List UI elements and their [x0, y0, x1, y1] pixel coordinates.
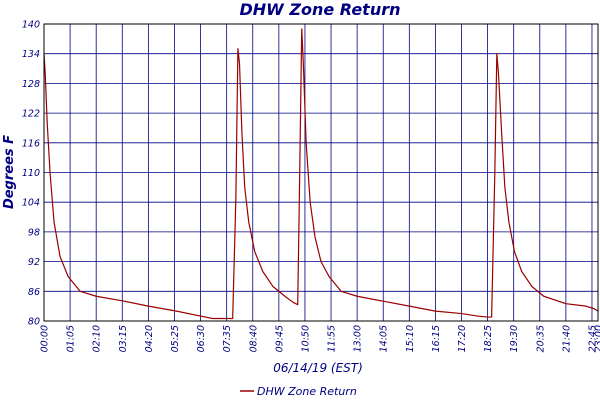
y-tick-label: 80	[28, 317, 40, 328]
x-tick-label: 07:35	[222, 325, 233, 352]
y-tick-label: 134	[22, 49, 40, 60]
x-tick-label: 05:25	[170, 325, 181, 352]
chart-title: DHW Zone Return	[240, 0, 401, 19]
y-tick-label: 116	[22, 138, 40, 149]
x-tick-label: 10:50	[300, 325, 311, 352]
x-tick-label: 15:10	[405, 325, 416, 352]
y-tick-label: 140	[22, 20, 40, 31]
x-tick-label: 04:20	[144, 325, 155, 352]
x-tick-label: 22:45	[587, 325, 598, 352]
grid	[43, 23, 599, 322]
y-tick-label: 86	[28, 287, 40, 298]
legend: DHW Zone Return	[240, 385, 357, 398]
y-tick-label: 98	[28, 227, 40, 238]
x-tick-label: 09:45	[274, 325, 285, 352]
x-tick-label: 11:55	[327, 325, 338, 352]
x-tick-label: 03:15	[118, 325, 129, 352]
series-lines	[43, 28, 599, 320]
x-tick-label: 19:30	[509, 325, 520, 352]
x-tick-label: 21:40	[561, 325, 572, 352]
x-tick-label: 13:00	[353, 325, 364, 352]
x-tick-label: 00:00	[40, 325, 51, 352]
x-tick-label: 16:15	[431, 325, 442, 352]
x-tick-label: 14:05	[379, 325, 390, 352]
legend-label: DHW Zone Return	[257, 385, 357, 398]
y-tick-labels: 80 86 92 98 104 110 116 122 128 134 140	[22, 20, 40, 328]
y-tick-label: 92	[28, 257, 40, 268]
x-tick-labels: 00:00 01:05 02:10 03:15 04:20 05:25 06:30 07:35…	[40, 325, 600, 352]
x-tick-label: 08:40	[248, 325, 259, 352]
y-tick-label: 122	[22, 109, 40, 120]
x-tick-label: 17:20	[457, 325, 468, 352]
y-tick-label: 110	[22, 168, 40, 179]
x-tick-label: 02:10	[92, 325, 103, 352]
series-line	[43, 28, 599, 320]
y-tick-label: 104	[22, 198, 40, 209]
x-tick-label: 23:00	[594, 325, 600, 352]
x-axis-label: 06/14/19 (EST)	[273, 361, 363, 375]
x-tick-label: 18:25	[483, 325, 494, 352]
y-axis-label: Degrees F	[2, 135, 17, 209]
x-tick-label: 01:05	[66, 325, 77, 352]
y-tick-label: 128	[22, 79, 40, 90]
plot-frame	[43, 23, 599, 322]
x-tick-label: 20:35	[535, 325, 546, 352]
x-tick-label: 06:30	[196, 325, 207, 352]
